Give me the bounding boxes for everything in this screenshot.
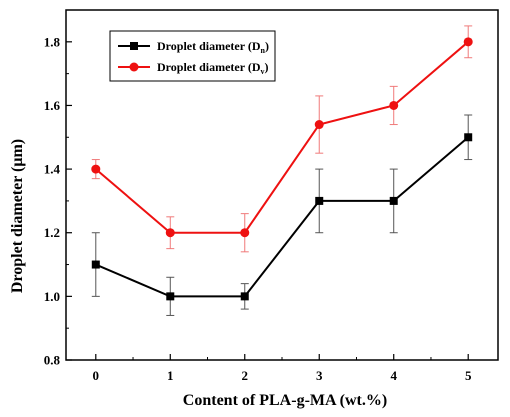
x-tick-label: 3	[316, 368, 323, 383]
data-point-circle	[91, 164, 101, 174]
y-axis-title: Droplet diameter (μm)	[9, 139, 26, 293]
legend-label: Droplet diameter (Dn)	[157, 39, 269, 55]
data-point-circle	[314, 120, 324, 130]
data-point-square	[240, 292, 249, 301]
data-point-square	[389, 196, 398, 205]
legend-label-subscript: v	[261, 67, 265, 76]
legend-label-main: Droplet diameter (D	[157, 39, 261, 53]
data-point-square	[315, 196, 324, 205]
data-point-square	[166, 292, 175, 301]
series-dn	[91, 114, 473, 316]
data-point-circle	[165, 228, 175, 238]
legend-box	[109, 30, 276, 82]
legend-label-suffix: )	[265, 39, 269, 53]
legend-marker-square	[130, 42, 138, 50]
y-tick-label: 1.8	[44, 34, 61, 49]
y-tick-label: 1.2	[44, 225, 60, 240]
x-tick-label: 2	[242, 368, 249, 383]
legend-label-main: Droplet diameter (D	[157, 60, 261, 74]
legend-marker-circle	[129, 62, 139, 72]
data-point-square	[91, 260, 100, 269]
data-point-circle	[389, 100, 399, 110]
x-axis-title: Content of PLA-g-MA (wt.%)	[183, 392, 387, 409]
y-tick-label: 0.8	[44, 353, 61, 368]
x-tick-label: 4	[390, 368, 397, 383]
x-tick-label: 0	[93, 368, 100, 383]
x-tick-label: 5	[465, 368, 472, 383]
series-line	[95, 41, 469, 234]
legend-label-subscript: n	[261, 46, 266, 55]
legend-item-dv: Droplet diameter (Dv)	[118, 60, 269, 76]
series-dv	[91, 25, 473, 253]
legend-item-dn: Droplet diameter (Dn)	[118, 39, 269, 55]
legend-label-suffix: )	[265, 60, 269, 74]
y-tick-label: 1.4	[44, 162, 61, 177]
y-tick-label: 1.6	[44, 98, 61, 113]
legend-label: Droplet diameter (Dv)	[157, 60, 269, 76]
series-line	[95, 136, 469, 298]
data-point-circle	[240, 228, 250, 238]
x-tick-label: 1	[167, 368, 174, 383]
data-point-square	[464, 133, 473, 142]
data-point-circle	[463, 37, 473, 47]
y-tick-label: 1.0	[44, 289, 60, 304]
